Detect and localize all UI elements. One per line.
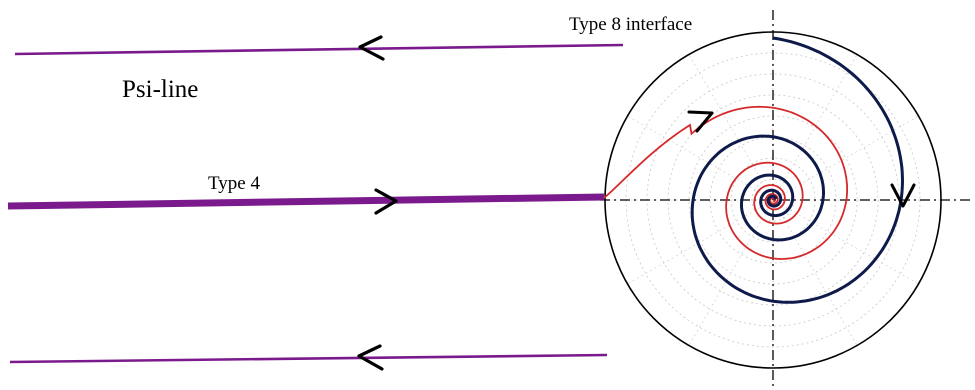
arrow-red-spiral-icon bbox=[687, 110, 714, 133]
grid-spoke bbox=[772, 199, 858, 346]
grid-spoke bbox=[627, 199, 774, 285]
arrow-dark-spiral-icon bbox=[890, 183, 916, 208]
red-spiral bbox=[603, 105, 848, 260]
psi-line-label: Psi-line bbox=[122, 76, 198, 103]
arrow-left-top-icon bbox=[358, 35, 385, 61]
grid-spoke bbox=[688, 199, 774, 346]
grid-spoke bbox=[688, 54, 774, 201]
type4-line bbox=[7, 193, 605, 210]
arrow-right-type4-icon bbox=[374, 188, 398, 215]
arrow-left-bottom-icon bbox=[357, 344, 384, 371]
type8-interface-label: Type 8 interface bbox=[569, 14, 692, 35]
type4-label: Type 4 bbox=[208, 173, 260, 194]
grid-spoke bbox=[772, 115, 919, 201]
grid-spoke bbox=[772, 54, 858, 201]
dark-spiral bbox=[690, 36, 905, 304]
psi-line-top bbox=[14, 43, 624, 56]
grid-spoke bbox=[772, 199, 919, 285]
psi-line-bottom bbox=[9, 353, 608, 364]
grid-spoke bbox=[627, 115, 774, 201]
